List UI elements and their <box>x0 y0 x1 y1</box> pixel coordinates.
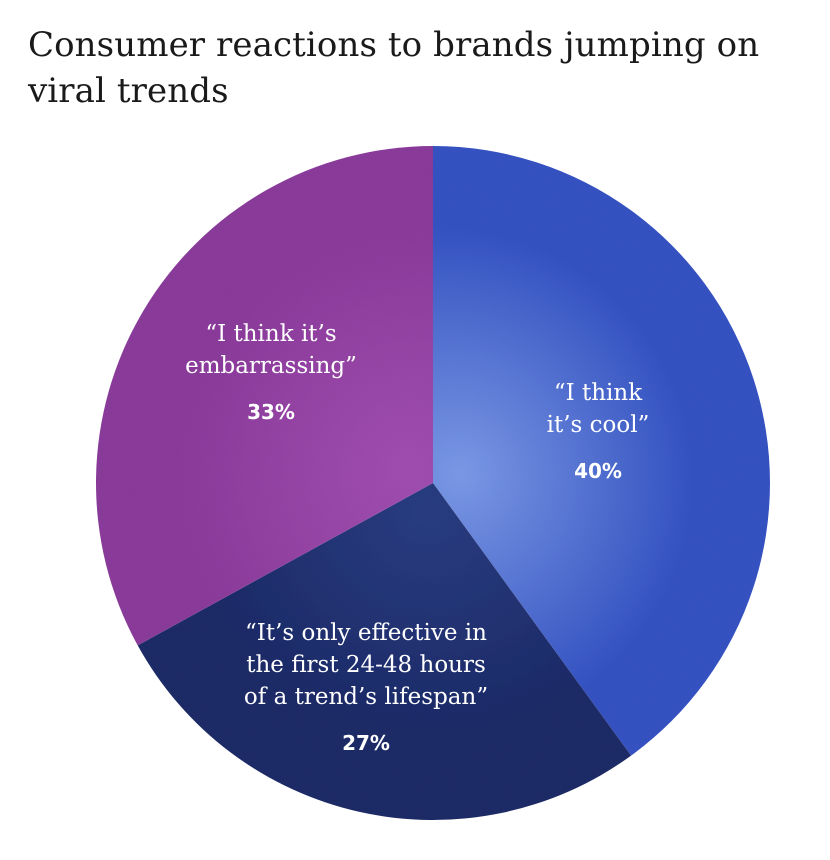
pie-slice <box>433 146 770 756</box>
chart-title: Consumer reactions to brands jumping on … <box>28 25 760 111</box>
slice-quote-line: the first 24-48 hours <box>246 652 486 678</box>
slice-quote-line: of a trend’s lifespan” <box>244 684 488 710</box>
slice-quote-line: “I think <box>554 380 643 406</box>
slice-label: “I think it’s embarrassing” 33% <box>185 321 357 424</box>
pie-slice <box>96 146 433 646</box>
slice-label: “It’s only effective in the first 24-48 h… <box>244 620 488 755</box>
slice-percent-label: 40% <box>574 459 622 483</box>
slice-percent-label: 33% <box>247 400 295 424</box>
pie-slice <box>137 483 632 821</box>
slice-quote-line: “It’s only effective in <box>245 620 487 646</box>
slice-quote-line: “I think it’s <box>205 321 336 347</box>
slice-quote-line: it’s cool” <box>547 412 650 438</box>
slice-quote-line: embarrassing” <box>185 353 357 379</box>
slice-label: “I think it’s cool” 40% <box>547 380 650 483</box>
slice-percent-label: 27% <box>342 731 390 755</box>
